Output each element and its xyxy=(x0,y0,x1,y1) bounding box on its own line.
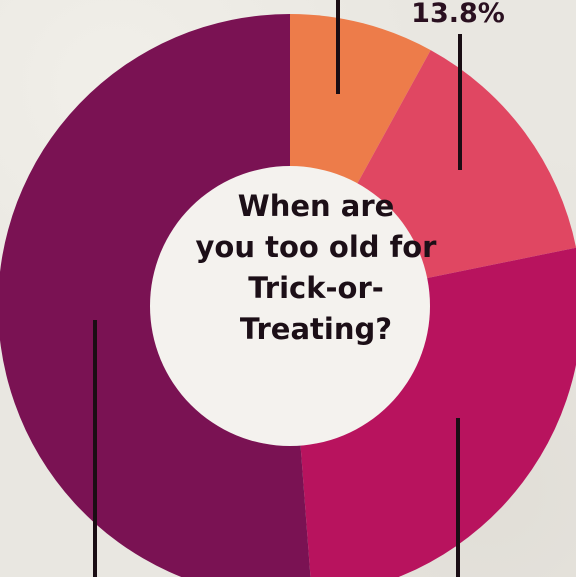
title-line-2: you too old for xyxy=(195,230,437,264)
donut-hole xyxy=(150,166,430,446)
slice-label-13-8: 13.8% xyxy=(411,0,505,29)
title-line-1: When are xyxy=(237,189,395,223)
leader-line-group xyxy=(93,0,462,577)
title-line-3: Trick-or- xyxy=(248,271,384,305)
title-line-4: Treating? xyxy=(239,312,393,346)
chart-title: When are you too old for Trick-or- Treat… xyxy=(188,186,444,350)
